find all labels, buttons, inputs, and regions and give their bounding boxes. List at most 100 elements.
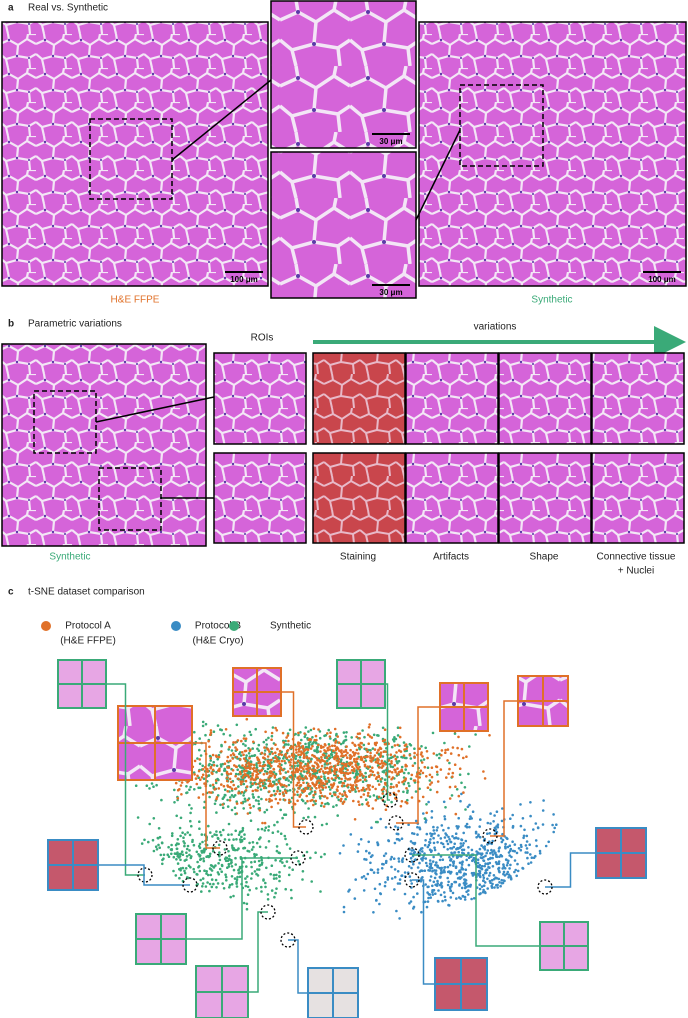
tsne-point (300, 769, 303, 773)
tsne-point (145, 784, 149, 787)
tsne-point (501, 867, 505, 870)
tsne-point (393, 754, 396, 758)
tsne-point (244, 800, 247, 803)
tsne-point (346, 783, 350, 787)
tsne-point (215, 886, 218, 889)
tsne-point (241, 780, 244, 783)
tsne-point (213, 788, 216, 791)
tsne-point (412, 895, 415, 899)
tsne-point (227, 748, 230, 751)
roi-box (98, 467, 162, 531)
tsne-point (299, 753, 303, 756)
tsne-point (230, 833, 233, 836)
tsne-point (159, 853, 163, 857)
tsne-point (444, 832, 447, 835)
tsne-point (376, 820, 379, 824)
tsne-point (268, 779, 272, 783)
tsne-point (495, 877, 499, 880)
tsne-point (453, 842, 457, 846)
tsne-point (504, 842, 507, 846)
tsne-point (232, 894, 235, 898)
tsne-point (364, 775, 368, 779)
tsne-point (287, 783, 291, 787)
tsne-point (209, 733, 212, 736)
tsne-point (395, 909, 398, 913)
tsne-point (274, 858, 277, 862)
tsne-point (238, 770, 242, 774)
tsne-point (465, 755, 468, 758)
tsne-point (454, 866, 458, 870)
tsne-point (425, 775, 428, 778)
tsne-point (372, 733, 376, 737)
tsne-point (357, 755, 361, 759)
tsne-point (352, 799, 355, 803)
tsne-point (257, 758, 261, 762)
tsne-point (331, 744, 334, 748)
tsne-point (379, 751, 383, 754)
tsne-point (268, 800, 272, 803)
tsne-point (443, 815, 446, 818)
tsne-point (270, 770, 273, 773)
tsne-point (446, 876, 450, 880)
tsne-point (231, 769, 235, 772)
tsne-point (500, 878, 504, 882)
tsne-point (229, 796, 232, 799)
tsne-point (519, 848, 523, 852)
tsne-point (242, 774, 246, 778)
tsne-point (336, 755, 340, 758)
tsne-point (497, 867, 500, 871)
tsne-point (344, 738, 348, 742)
tsne-point (246, 812, 250, 815)
tsne-point (226, 798, 229, 802)
tsne-point (383, 800, 387, 803)
tsne-point (392, 857, 396, 860)
tsne-point (180, 873, 183, 876)
tsne-point (390, 761, 393, 765)
tsne-point (258, 809, 262, 812)
tsne-point (255, 872, 258, 876)
tsne-point (209, 791, 213, 794)
tsne-point (420, 745, 423, 748)
tsne-point (318, 786, 321, 789)
tsne-point (369, 773, 373, 777)
tsne-point (152, 849, 156, 853)
tsne-point (284, 739, 287, 743)
tsne-point (185, 851, 188, 854)
tsne-point (193, 730, 196, 734)
tsne-point (282, 741, 286, 744)
tsne-point (493, 826, 497, 830)
tsne-point (314, 769, 318, 773)
tsne-point (220, 773, 224, 776)
tsne-point (355, 780, 359, 783)
tsne-point (297, 753, 300, 757)
tsne-point (395, 783, 398, 787)
tsne-point (174, 781, 178, 785)
tsne-point (359, 758, 363, 761)
tsne-point (214, 878, 218, 882)
tsne-point (398, 726, 402, 730)
tsne-point (357, 800, 360, 803)
tsne-point (200, 851, 204, 854)
tsne-point (210, 771, 213, 774)
tsne-point (493, 877, 496, 881)
tsne-point (244, 739, 247, 743)
tsne-point (425, 832, 429, 836)
tsne-point (366, 784, 370, 787)
tsne-point (208, 745, 211, 749)
tsne-point (525, 834, 529, 838)
tsne-point (274, 751, 277, 754)
tsne-point (465, 822, 469, 826)
tsne-point (421, 869, 424, 873)
tsne-point (551, 823, 554, 827)
legend-dot (229, 621, 239, 631)
tsne-point (229, 759, 232, 763)
tsne-point (486, 877, 489, 881)
tsne-point (296, 759, 300, 763)
tsne-point (201, 724, 205, 728)
tsne-point (488, 832, 492, 835)
tsne-point (390, 855, 394, 859)
tissue-image (213, 452, 307, 544)
tsne-point (383, 728, 387, 731)
tsne-point (495, 855, 499, 859)
tsne-point (390, 771, 394, 774)
